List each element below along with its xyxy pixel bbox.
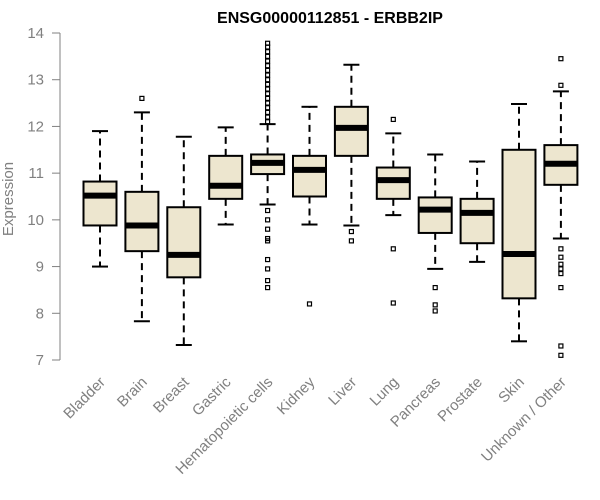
outlier-point — [265, 40, 271, 46]
outlier-point — [558, 246, 564, 252]
x-category-label: Skin — [495, 374, 528, 407]
outlier-point — [265, 105, 271, 111]
iqr-box — [208, 154, 244, 200]
outlier-point — [265, 217, 271, 223]
y-tick-label: 8 — [36, 305, 44, 322]
iqr-box — [501, 148, 537, 300]
outlier-point — [265, 266, 271, 272]
outlier-point — [265, 277, 271, 284]
outlier-point — [390, 116, 396, 123]
outlier-point — [432, 308, 438, 314]
outlier-point — [265, 119, 271, 125]
outlier-point — [390, 300, 396, 306]
outlier-point — [265, 256, 271, 263]
outlier-point — [265, 49, 271, 55]
outlier-point — [306, 301, 313, 307]
outlier-point — [558, 343, 564, 349]
y-axis-label: Expression — [0, 162, 17, 236]
outlier-point — [348, 238, 354, 244]
chart-title: ENSG00000112851 - ERBB2IP — [217, 10, 443, 27]
box-kidney — [292, 105, 327, 307]
outlier-point — [139, 95, 145, 102]
outlier-point — [558, 284, 564, 291]
outlier-point — [390, 246, 396, 252]
box-hematopoietic-cells — [250, 40, 286, 291]
outlier-point — [265, 238, 271, 244]
outlier-point — [265, 284, 271, 291]
outlier-point — [265, 109, 271, 116]
outlier-point — [558, 270, 564, 277]
outlier-point — [265, 91, 271, 97]
outlier-point — [265, 114, 271, 120]
iqr-box — [166, 206, 202, 279]
y-tick-label: 9 — [36, 259, 44, 276]
box-prostate — [459, 160, 495, 263]
y-tick-label: 13 — [27, 72, 44, 89]
y-tick-label: 10 — [27, 212, 44, 229]
outlier-point — [432, 302, 438, 308]
outlier-point — [265, 77, 271, 83]
box-breast — [166, 135, 202, 347]
x-category-label: Bladder — [60, 374, 109, 423]
outlier-point — [558, 261, 564, 267]
iqr-box — [417, 196, 453, 234]
outlier-point — [265, 226, 271, 232]
y-tick-label: 11 — [28, 165, 44, 182]
outlier-point — [265, 95, 271, 102]
outlier-point — [265, 53, 271, 59]
box-brain — [124, 95, 160, 323]
iqr-box — [292, 154, 327, 198]
y-tick-label: 7 — [36, 352, 44, 369]
outlier-point — [265, 207, 271, 214]
iqr-box — [375, 166, 411, 200]
outlier-point — [558, 254, 564, 260]
outlier-point — [558, 266, 564, 272]
outlier-point — [558, 82, 564, 88]
outlier-point — [265, 58, 271, 64]
x-category-label: Lung — [367, 374, 403, 410]
outlier-point — [432, 284, 438, 291]
iqr-box — [82, 180, 118, 227]
y-axis: 7 8 9 10 11 12 13 14 — [27, 25, 61, 369]
x-category-label: Breast — [150, 373, 193, 416]
outlier-point — [265, 72, 271, 78]
outlier-point — [558, 352, 564, 358]
box-lung — [375, 116, 411, 306]
x-category-label: Liver — [325, 374, 360, 409]
box-skin — [501, 103, 537, 343]
y-tick-label: 12 — [27, 118, 44, 135]
outlier-point — [265, 63, 271, 69]
outlier-point — [265, 86, 271, 92]
outlier-point — [265, 100, 271, 106]
boxes-group — [82, 40, 579, 358]
box-pancreas — [417, 153, 453, 314]
box-liver — [333, 63, 369, 244]
y-tick-label: 14 — [27, 25, 44, 42]
outlier-point — [348, 228, 354, 235]
x-category-label: Kidney — [274, 373, 319, 418]
iqr-box — [459, 197, 495, 245]
x-category-label: Brain — [114, 374, 151, 411]
outlier-point — [558, 56, 564, 62]
iqr-box — [124, 190, 160, 253]
outlier-point — [265, 81, 271, 87]
box-unknown-other — [543, 56, 579, 358]
x-category-label: Prostate — [434, 374, 486, 426]
outlier-point — [265, 67, 271, 73]
iqr-box — [333, 105, 369, 157]
box-bladder — [82, 130, 118, 268]
box-gastric — [208, 126, 244, 226]
